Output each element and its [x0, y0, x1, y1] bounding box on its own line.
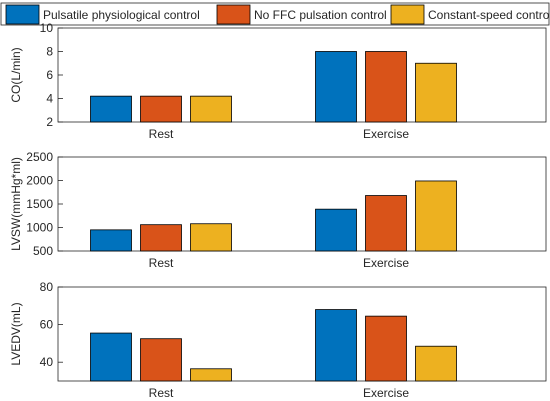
bar [365, 51, 407, 123]
bar [90, 95, 132, 123]
x-tick-label: Exercise [363, 386, 409, 400]
bar [415, 62, 457, 123]
y-tick-label: 2 [46, 115, 53, 129]
x-tick-label: Rest [149, 256, 174, 270]
legend-label-pulsatile: Pulsatile physiological control [43, 8, 200, 22]
chart-panels: 2 4 6 8 10 CO(L/min) Rest Exercise 500 1000 1500 20… [9, 21, 547, 400]
bar [140, 95, 182, 123]
y-tick-label: 1000 [26, 221, 53, 235]
bar [315, 51, 357, 123]
legend-item: Constant-speed control [390, 4, 550, 25]
bar [140, 224, 182, 252]
legend-swatch-no-ffc [216, 4, 251, 25]
y-tick-label: 2500 [26, 150, 53, 164]
plot-frame [57, 286, 547, 382]
y-axis-label: LVSW(mmHg*ml) [9, 157, 23, 251]
bar [315, 309, 357, 382]
y-tick-label: 4 [46, 92, 53, 106]
y-axis-label: CO(L/min) [9, 47, 23, 102]
bar [365, 315, 407, 382]
legend-swatch-pulsatile [5, 4, 40, 25]
bar [415, 180, 457, 252]
y-tick-label: 1500 [26, 197, 53, 211]
legend-item: Pulsatile physiological control [5, 4, 200, 25]
bar [190, 368, 232, 382]
y-axis-label: LVEDV(mL) [9, 302, 23, 365]
chart-panel-3: 40 60 80 LVEDV(mL) Rest Exercise [9, 280, 547, 400]
legend-label-constant-speed: Constant-speed control [428, 8, 550, 22]
bar [365, 195, 407, 252]
y-tick-label: 8 [46, 45, 53, 59]
bar [190, 223, 232, 252]
y-tick-label: 80 [40, 280, 54, 294]
bar [90, 332, 132, 382]
bar [90, 229, 132, 252]
legend-label-no-ffc: No FFC pulsation control [254, 8, 387, 22]
bar [190, 95, 232, 123]
y-tick-label: 60 [40, 318, 54, 332]
legend: Pulsatile physiological control No FFC p… [0, 2, 550, 26]
bar [315, 208, 357, 252]
y-tick-label: 2000 [26, 174, 53, 188]
x-tick-label: Rest [149, 386, 174, 400]
bar [415, 345, 457, 382]
chart-panel-1: 2 4 6 8 10 CO(L/min) Rest Exercise [9, 21, 547, 141]
y-tick-label: 6 [46, 68, 53, 82]
bar [140, 338, 182, 382]
y-tick-label: 500 [33, 244, 53, 258]
y-tick-label: 10 [40, 21, 54, 35]
x-tick-label: Exercise [363, 256, 409, 270]
y-tick-label: 40 [40, 355, 54, 369]
legend-swatch-constant-speed [390, 4, 425, 25]
legend-item: No FFC pulsation control [216, 4, 387, 25]
x-tick-label: Rest [149, 127, 174, 141]
x-tick-label: Exercise [363, 127, 409, 141]
